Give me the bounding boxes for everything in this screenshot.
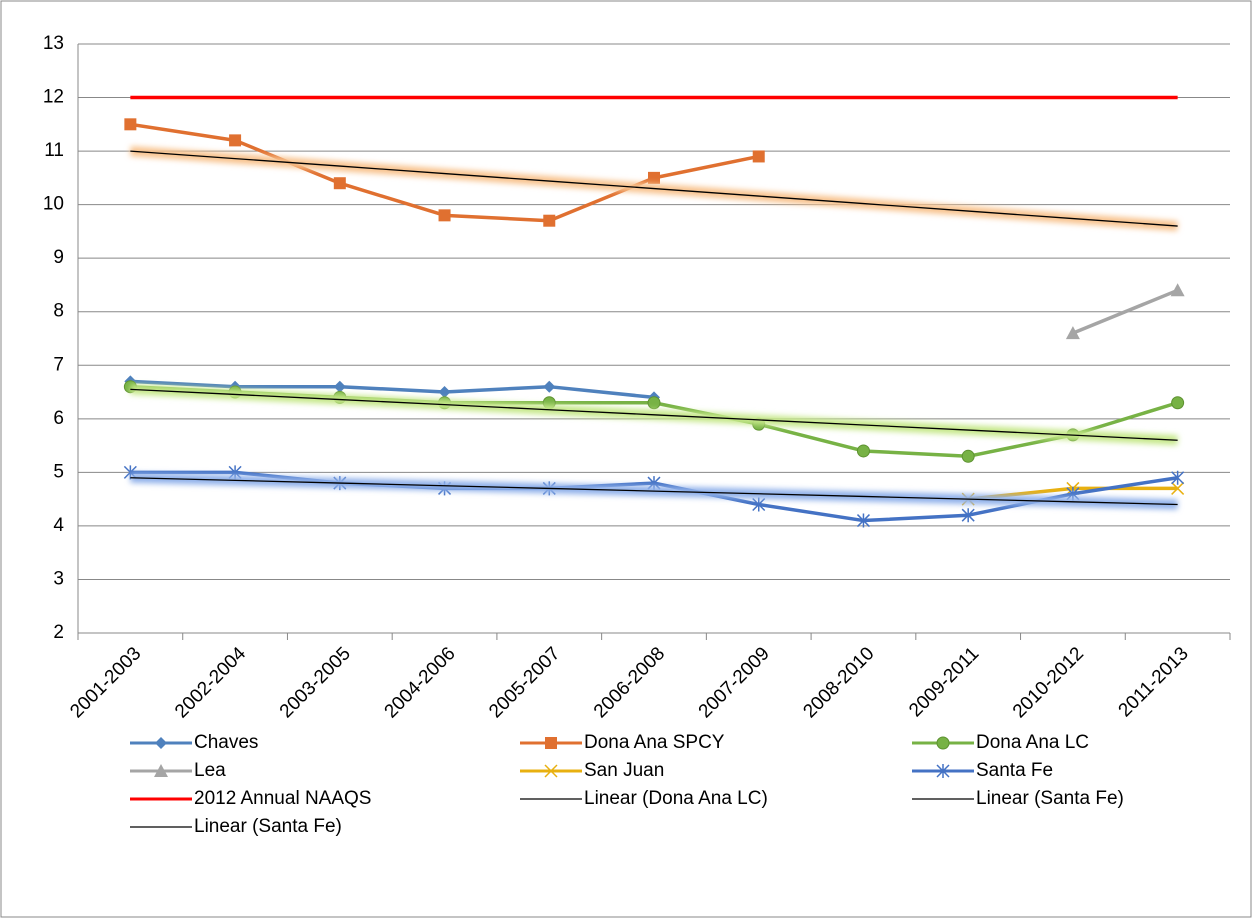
legend-label: Dona Ana SPCY [584, 732, 725, 753]
marker [438, 209, 451, 222]
y-tick-label: 4 [53, 515, 64, 536]
marker [1065, 326, 1080, 340]
marker [544, 764, 558, 778]
legend-label: Chaves [194, 732, 258, 753]
legend-item: Linear (Santa Fe) [130, 816, 342, 837]
marker [936, 736, 950, 750]
marker [229, 134, 242, 147]
marker [1171, 470, 1185, 485]
series [130, 472, 1178, 510]
marker [961, 449, 975, 463]
marker [543, 380, 556, 393]
series [124, 375, 660, 404]
y-tick-label: 13 [43, 33, 64, 54]
series [130, 384, 1178, 446]
marker [856, 513, 870, 528]
series [130, 146, 1178, 232]
legend-item: Dona Ana LC [912, 732, 1089, 753]
legend-label: Linear (Santa Fe) [976, 788, 1124, 809]
y-tick-label: 10 [43, 194, 64, 215]
y-tick-label: 11 [44, 140, 64, 161]
marker [961, 508, 975, 523]
y-tick-label: 7 [53, 354, 64, 375]
marker [1171, 481, 1185, 495]
trendline [130, 477, 1178, 506]
y-tick-label: 12 [43, 87, 64, 108]
legend-item: Linear (Dona Ana LC) [520, 788, 768, 809]
legend-label: Santa Fe [976, 760, 1053, 781]
marker [1170, 283, 1185, 297]
trendline [130, 150, 1178, 227]
marker [438, 386, 451, 399]
trendline [130, 388, 1178, 441]
marker [1171, 396, 1185, 410]
series-line [130, 379, 655, 400]
legend-label: 2012 Annual NAAQS [194, 788, 371, 809]
series [124, 118, 765, 227]
legend-label: Lea [194, 760, 226, 781]
legend-label: Linear (Santa Fe) [194, 816, 342, 837]
series-line [1072, 288, 1179, 335]
marker [936, 764, 950, 778]
y-tick-label: 3 [53, 568, 64, 589]
legend-label: Dona Ana LC [976, 732, 1089, 753]
marker [155, 737, 167, 749]
y-tick-label: 6 [53, 408, 64, 429]
legend-label: San Juan [584, 760, 664, 781]
legend-item: Santa Fe [912, 760, 1053, 781]
legend-item: Lea [130, 760, 226, 781]
marker [752, 497, 766, 512]
legend-item: Dona Ana SPCY [520, 732, 725, 753]
marker [856, 444, 870, 458]
marker [333, 177, 346, 190]
marker [752, 150, 765, 163]
series [1065, 283, 1185, 340]
legend-label: Linear (Dona Ana LC) [584, 788, 768, 809]
legend-item: Linear (Santa Fe) [912, 788, 1124, 809]
marker [543, 214, 556, 227]
y-tick-label: 9 [53, 247, 64, 268]
marker [545, 737, 557, 749]
y-tick-label: 5 [53, 461, 64, 482]
legend-item: 2012 Annual NAAQS [130, 788, 371, 809]
marker [124, 118, 137, 131]
legend-item: San Juan [520, 760, 664, 781]
marker [333, 380, 346, 393]
legend-item: Chaves [130, 732, 258, 753]
y-tick-label: 2 [53, 622, 64, 643]
marker [648, 171, 660, 184]
marker [154, 764, 168, 777]
marker [647, 396, 661, 410]
y-tick-label: 8 [53, 301, 64, 322]
